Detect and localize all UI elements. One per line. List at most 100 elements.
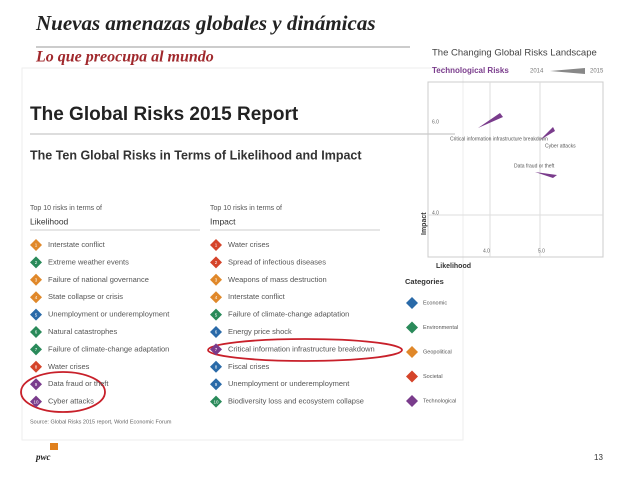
report-subtitle: The Ten Global Risks in Terms of Likelih… — [30, 148, 362, 162]
rank: 9 — [215, 382, 218, 387]
column-heading: Top 10 risks in terms of — [210, 205, 282, 212]
rank: 3 — [35, 277, 38, 282]
rank: 5 — [215, 312, 218, 317]
point-label: Data fraud or theft — [514, 163, 555, 169]
badge — [30, 360, 42, 373]
year: 2014 — [530, 69, 544, 75]
logo: pwc — [35, 452, 51, 462]
trend-arrow — [535, 172, 557, 178]
inset-chart: The Changing Global Risks Landscape Tech… — [421, 48, 604, 270]
badge — [210, 273, 222, 286]
legend-label: Societal — [423, 374, 443, 380]
column-heading: Top 10 risks in terms of — [30, 205, 102, 212]
risk: Failure of national governance — [48, 275, 149, 284]
rank: 2 — [35, 260, 38, 265]
legend-label: Environmental — [423, 325, 458, 331]
rank: 4 — [35, 295, 38, 300]
risk: Unemployment or underemployment — [228, 379, 350, 388]
rank: 8 — [35, 364, 38, 369]
badge — [30, 291, 42, 304]
rank: 1 — [35, 243, 38, 248]
risk: Water crises — [228, 240, 270, 249]
risk: Fiscal crises — [228, 362, 270, 371]
risk: State collapse or crisis — [48, 292, 123, 301]
legend-title: Categories — [405, 277, 444, 286]
trend-arrow — [540, 127, 555, 140]
point-label: Critical information infrastructure brea… — [450, 136, 548, 142]
risk: Biodiversity loss and ecosystem collapse — [228, 397, 364, 406]
badge — [30, 239, 42, 251]
highlight — [20, 371, 106, 413]
slide-subtitle: Lo que preocupa al mundo — [35, 49, 214, 66]
legend-swatch — [406, 297, 418, 309]
rank: 10 — [213, 399, 219, 404]
risk: Data fraud or theft — [48, 379, 109, 388]
report-title: The Global Risks 2015 Report — [30, 104, 299, 125]
plot-frame — [427, 81, 604, 258]
rank: 5 — [35, 312, 38, 317]
risk: Spread of infectious diseases — [228, 257, 326, 266]
slide-title: Nuevas amenazas globales y dinámicas — [35, 11, 376, 35]
tick: 6.0 — [432, 119, 439, 125]
risk: Interstate conflict — [228, 292, 286, 301]
legend-label: Economic — [423, 300, 447, 306]
report-panel — [21, 67, 464, 441]
risk: Failure of climate-change adaptation — [48, 344, 169, 353]
risk: Cyber attacks — [48, 397, 94, 406]
tick: 4.0 — [483, 248, 490, 254]
badge — [210, 291, 222, 304]
legend-swatch — [406, 370, 418, 383]
rank: 9 — [35, 382, 38, 387]
rank: 2 — [215, 260, 218, 265]
badge — [30, 256, 42, 269]
point-label: Cyber attacks — [545, 143, 576, 149]
risk: Energy price shock — [228, 327, 292, 336]
risk: Natural catastrophes — [48, 327, 117, 336]
rank: 6 — [215, 330, 218, 335]
legend-label: Geopolitical — [423, 349, 452, 355]
badge — [210, 308, 222, 321]
rank: 4 — [215, 295, 218, 300]
legend-label: Technological — [423, 398, 456, 404]
badge — [210, 239, 222, 251]
badge — [210, 256, 222, 269]
badge — [210, 343, 222, 356]
rank: 7 — [35, 347, 38, 352]
risk: Unemployment or underemployment — [48, 310, 170, 319]
badge — [210, 326, 222, 338]
inset-subtitle: Technological Risks — [432, 66, 509, 75]
rank: 1 — [215, 243, 218, 248]
arrow — [550, 68, 585, 74]
source: Source: Global Risks 2015 report, World … — [30, 419, 172, 425]
risk: Interstate conflict — [48, 240, 106, 249]
inset-title: The Changing Global Risks Landscape — [432, 48, 597, 59]
badge — [30, 326, 42, 338]
risk: Weapons of mass destruction — [228, 275, 327, 284]
trend-arrow — [478, 113, 503, 128]
highlight — [207, 338, 403, 362]
legend-swatch — [406, 395, 418, 407]
rank: 7 — [215, 347, 218, 352]
axis-label: Likelihood — [436, 263, 471, 270]
rank: 10 — [33, 399, 39, 404]
column-name: Impact — [210, 216, 236, 226]
badge — [210, 395, 222, 408]
risk: Critical information infrastructure brea… — [228, 344, 375, 353]
risk: Water crises — [48, 362, 90, 371]
rank: 8 — [215, 364, 218, 369]
badge — [30, 273, 42, 286]
tick: 5.0 — [538, 248, 545, 254]
badge — [30, 343, 42, 356]
axis-label: Impact — [421, 212, 428, 235]
tick: 4.0 — [432, 210, 439, 216]
rank: 6 — [35, 330, 38, 335]
badge — [210, 378, 222, 391]
badge — [30, 378, 42, 391]
page-number: 13 — [594, 453, 603, 462]
risk: Failure of climate-change adaptation — [228, 310, 349, 319]
rank: 3 — [215, 277, 218, 282]
year: 2015 — [590, 69, 604, 75]
badge — [30, 308, 42, 321]
legend-swatch — [406, 321, 418, 334]
